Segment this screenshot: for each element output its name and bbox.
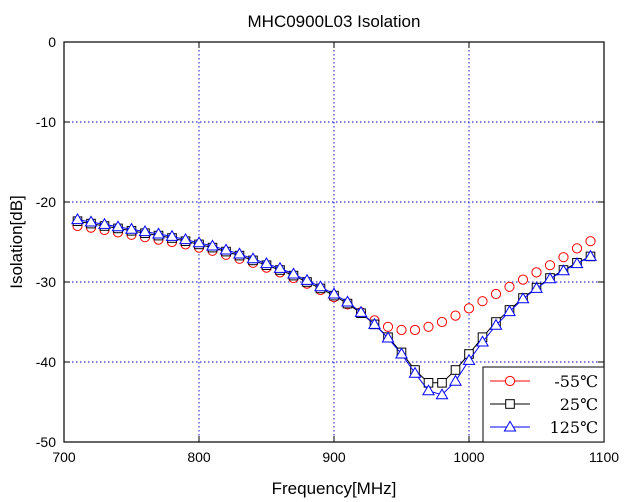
series-layer [71, 213, 597, 400]
data-point [206, 239, 219, 251]
data-point [449, 374, 462, 386]
series-3 [71, 213, 597, 400]
data-point [557, 264, 570, 276]
data-point [585, 236, 596, 247]
data-point [273, 261, 287, 273]
data-point [571, 243, 583, 254]
data-point [476, 335, 489, 347]
data-point [490, 288, 502, 300]
data-point [246, 252, 260, 264]
legend: -55℃ 25℃ 125℃ [482, 366, 605, 443]
data-point [84, 215, 98, 227]
data-point [138, 225, 152, 237]
data-point [98, 217, 111, 229]
data-point [396, 324, 407, 336]
data-point [71, 213, 84, 225]
data-point [543, 272, 557, 284]
data-point [489, 318, 503, 330]
data-point [423, 321, 434, 332]
x-tick-label: 700 [52, 449, 76, 465]
data-point [314, 280, 327, 292]
legend-marker [505, 399, 515, 409]
data-point [517, 274, 529, 285]
data-point [516, 292, 530, 304]
data-point [111, 220, 125, 232]
data-point [503, 305, 516, 317]
data-point [287, 267, 300, 279]
data-point [422, 384, 435, 396]
data-point [584, 249, 597, 261]
y-tick-label: -30 [36, 274, 56, 290]
chart-title: MHC0900L03 Isolation [248, 12, 421, 31]
data-point [450, 365, 461, 375]
data-point [125, 222, 138, 234]
legend-marker [504, 375, 516, 387]
y-tick-label: -10 [36, 114, 56, 130]
y-tick-label: -40 [36, 354, 56, 370]
x-tick-label: 1000 [453, 449, 484, 465]
data-point [165, 229, 179, 241]
data-point [530, 281, 543, 293]
legend-entry-label: -55℃ [554, 372, 598, 391]
legend-entry-label: 125℃ [550, 418, 598, 437]
data-point [179, 233, 192, 245]
axis-ticks: 700 800 900 1000 1100 0 -10 -20 -30 -40 -50 [36, 34, 619, 465]
data-point [435, 388, 449, 400]
data-point [408, 366, 422, 378]
data-point [341, 295, 354, 307]
data-point [570, 257, 584, 269]
data-point [531, 267, 542, 278]
x-tick-label: 1100 [589, 449, 619, 465]
data-point [382, 321, 394, 332]
data-point [463, 303, 475, 314]
data-point [409, 324, 421, 336]
data-point [477, 296, 488, 307]
data-point [260, 257, 273, 269]
data-point [381, 331, 395, 343]
data-point [436, 316, 448, 328]
x-tick-label: 900 [322, 449, 346, 465]
data-point [327, 287, 341, 299]
data-point [300, 273, 314, 285]
data-point [233, 247, 246, 259]
data-point [395, 347, 408, 359]
data-point [544, 260, 556, 271]
x-tick-label: 800 [187, 449, 211, 465]
data-point [192, 236, 206, 248]
y-axis-label: Isolation[dB] [7, 195, 26, 289]
data-point [437, 378, 447, 388]
legend-entry-label: 25℃ [560, 395, 598, 414]
y-tick-label: -50 [36, 434, 56, 450]
data-point [450, 310, 461, 321]
data-point [152, 227, 165, 239]
data-point [368, 317, 381, 329]
y-tick-label: -20 [36, 194, 56, 210]
data-point [219, 243, 233, 255]
x-axis-label: Frequency[MHz] [272, 479, 397, 498]
legend-marker [503, 420, 517, 432]
y-tick-label: 0 [48, 34, 56, 50]
data-point [504, 281, 515, 292]
data-point [558, 252, 569, 263]
data-point [354, 305, 368, 317]
data-point [462, 353, 476, 365]
